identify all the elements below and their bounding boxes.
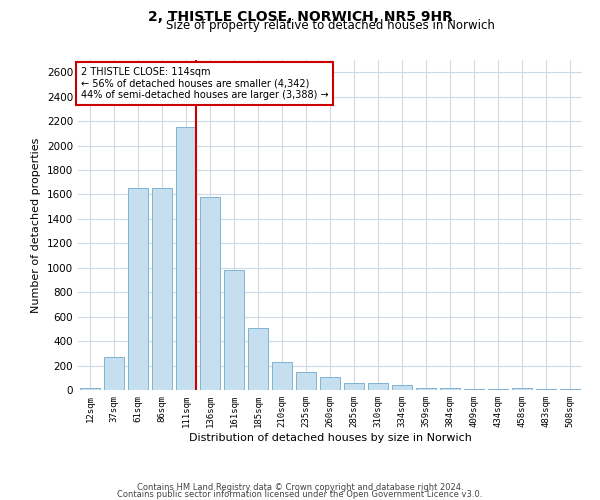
Text: 2, THISTLE CLOSE, NORWICH, NR5 9HR: 2, THISTLE CLOSE, NORWICH, NR5 9HR	[148, 10, 452, 24]
Bar	[344, 382, 364, 390]
Bar	[440, 388, 460, 390]
Bar	[368, 384, 388, 390]
Text: Contains public sector information licensed under the Open Government Licence v3: Contains public sector information licen…	[118, 490, 482, 499]
Bar	[248, 328, 268, 390]
Bar	[80, 388, 100, 390]
Bar	[392, 384, 412, 390]
Bar	[152, 188, 172, 390]
Bar	[200, 197, 220, 390]
Text: Contains HM Land Registry data © Crown copyright and database right 2024.: Contains HM Land Registry data © Crown c…	[137, 484, 463, 492]
Title: Size of property relative to detached houses in Norwich: Size of property relative to detached ho…	[166, 20, 494, 32]
Bar	[128, 188, 148, 390]
Bar	[296, 372, 316, 390]
Bar	[176, 127, 196, 390]
Bar	[560, 389, 580, 390]
Bar	[512, 388, 532, 390]
Bar	[272, 362, 292, 390]
Bar	[416, 388, 436, 390]
Y-axis label: Number of detached properties: Number of detached properties	[31, 138, 41, 312]
Bar	[104, 357, 124, 390]
Bar	[320, 376, 340, 390]
Text: 2 THISTLE CLOSE: 114sqm
← 56% of detached houses are smaller (4,342)
44% of semi: 2 THISTLE CLOSE: 114sqm ← 56% of detache…	[80, 66, 328, 100]
X-axis label: Distribution of detached houses by size in Norwich: Distribution of detached houses by size …	[188, 432, 472, 442]
Bar	[224, 270, 244, 390]
